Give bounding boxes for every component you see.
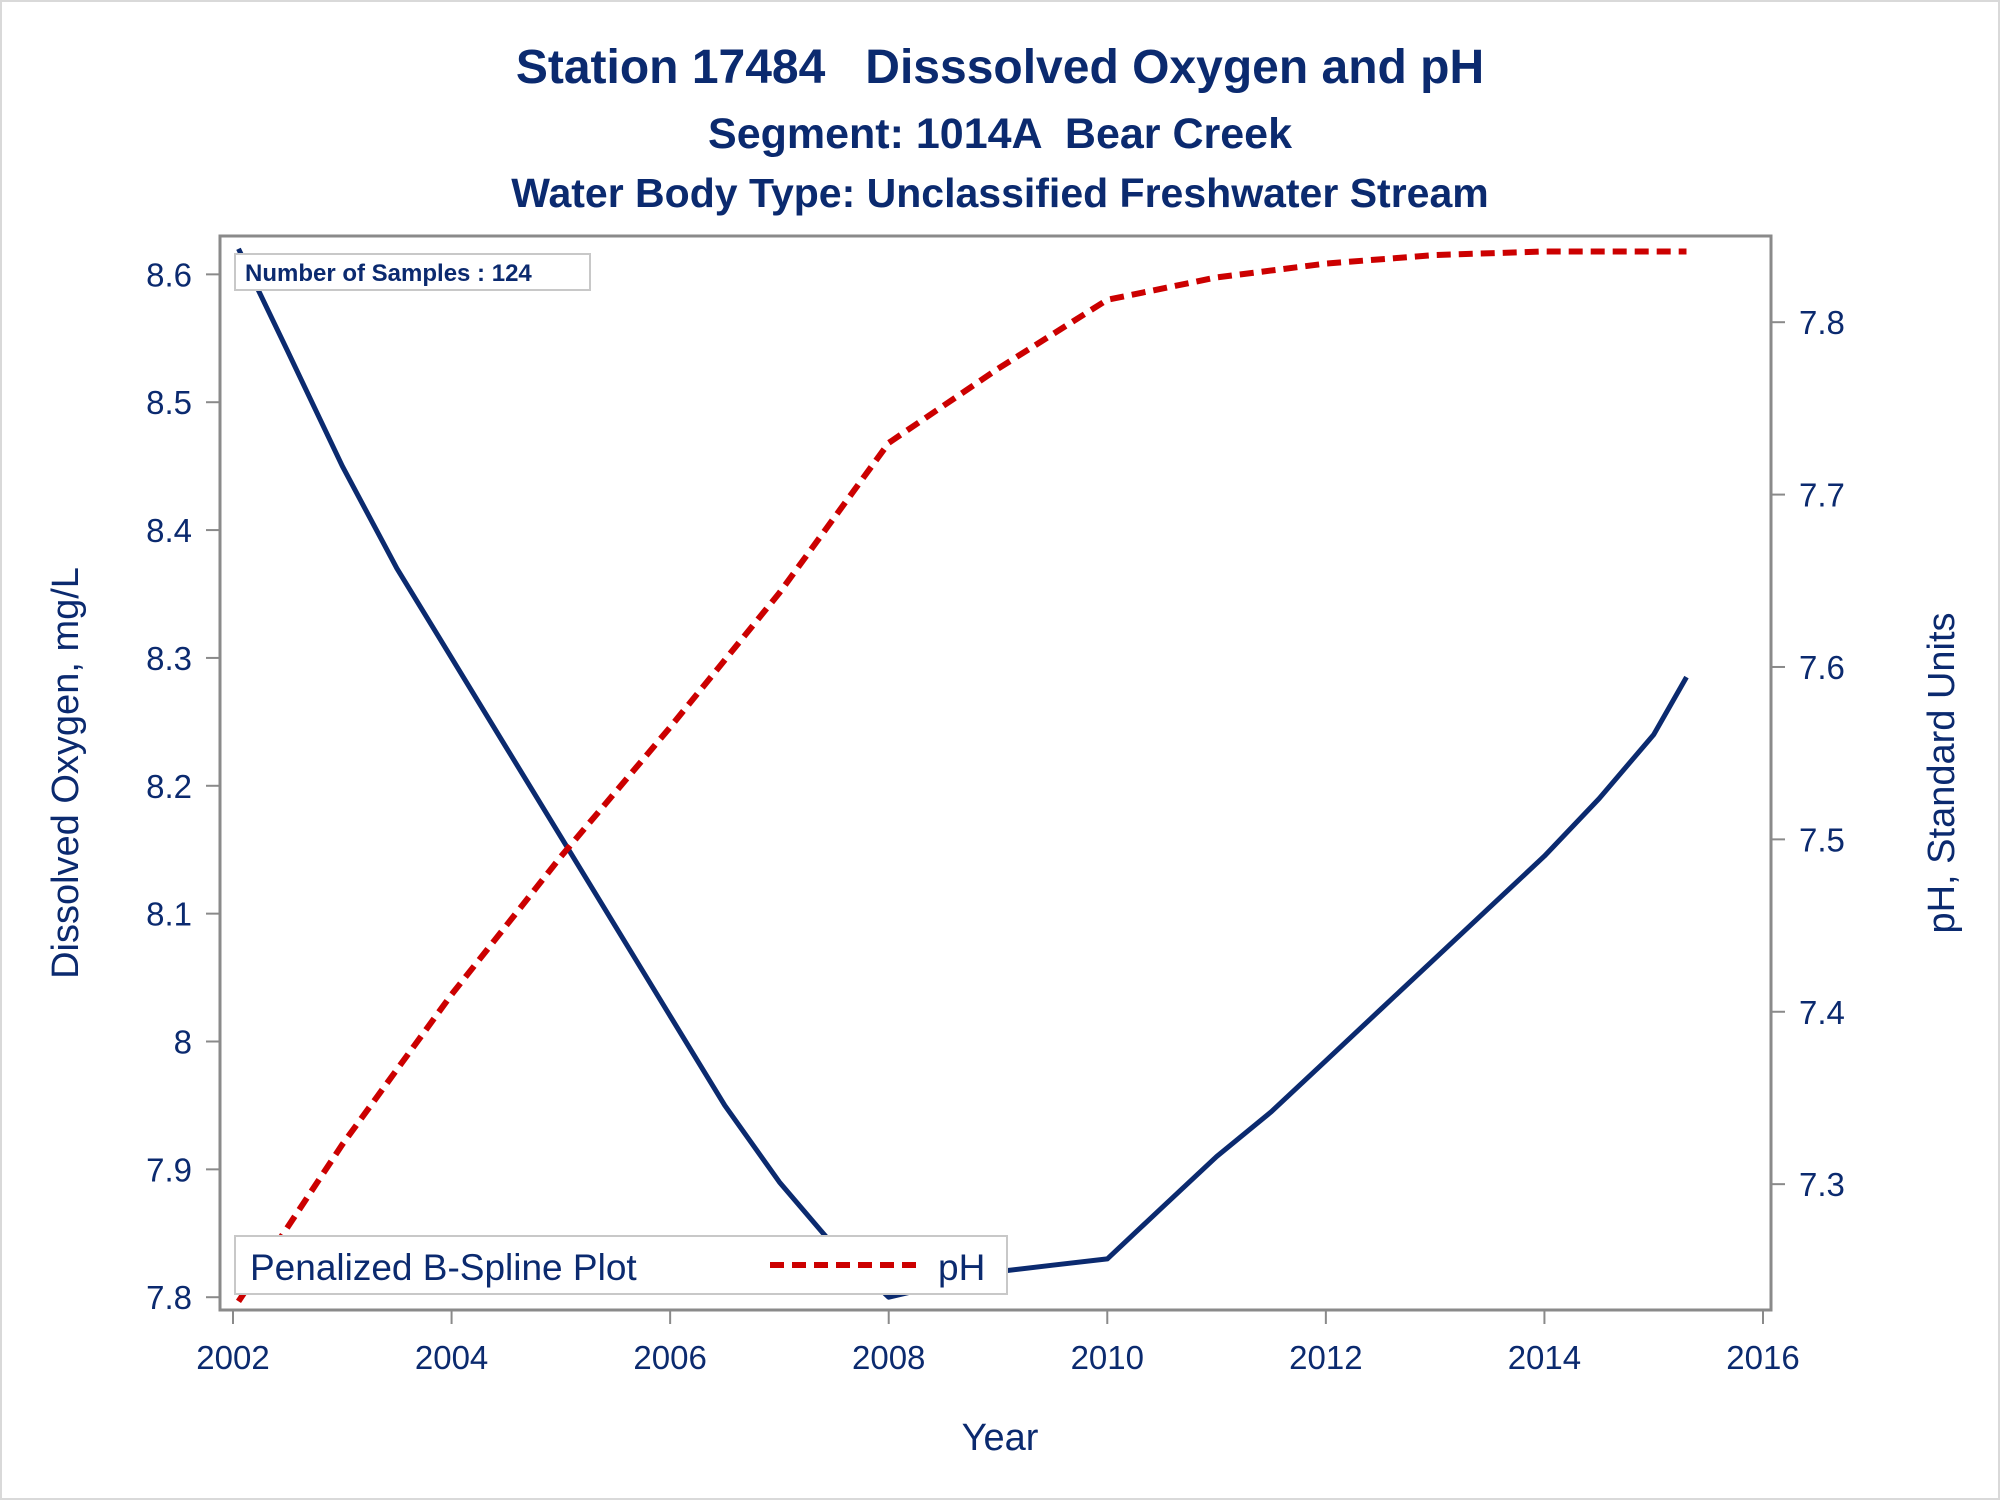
y-tick-label: 8.3	[146, 640, 192, 677]
y-tick-label: 8.2	[146, 768, 192, 805]
y2-tick-label: 7.3	[1799, 1166, 1845, 1203]
samples-count-text: Number of Samples : 124	[245, 260, 532, 287]
series-layer	[235, 247, 1689, 1304]
x-tick-label: 2006	[633, 1339, 706, 1376]
x-tick-label: 2002	[196, 1339, 269, 1376]
y-tick-label: 7.8	[146, 1279, 192, 1316]
x-tick-label: 2008	[852, 1339, 925, 1376]
y2-tick-label: 7.5	[1799, 821, 1845, 858]
chart-subtitle-segment: Segment: 1014A Bear Creek	[708, 110, 1292, 158]
x-axis-label: Year	[962, 1417, 1039, 1459]
legend-ph-label: pH	[938, 1247, 985, 1288]
chart-subtitle-waterbody: Water Body Type: Unclassified Freshwater…	[511, 170, 1488, 216]
x-tick-label: 2012	[1289, 1339, 1362, 1376]
y2-tick-label: 7.6	[1799, 649, 1845, 686]
dissolved-oxygen-series-line	[236, 247, 1689, 1300]
y-tick-label: 7.9	[146, 1151, 192, 1188]
y-axis-left-label: Dissolved Oxygen, mg/L	[45, 567, 87, 979]
x-tick-label: 2010	[1071, 1339, 1144, 1376]
y2-tick-label: 7.8	[1799, 304, 1845, 341]
y-tick-label: 8.1	[146, 896, 192, 933]
ph-series-line	[235, 248, 1687, 1304]
samples-inset-box	[234, 253, 591, 291]
x-tick-label: 2016	[1726, 1339, 1799, 1376]
y-axis-right-label: pH, Standard Units	[1921, 612, 1963, 933]
y-tick-label: 8.4	[146, 512, 192, 549]
y-tick-label: 8.6	[146, 256, 192, 293]
y-axis-left: 7.8 7.9 8 8.1 8.2 8.3 8.4 8.5 8.6	[146, 256, 220, 1316]
legend-title: Penalized B-Spline Plot	[250, 1247, 637, 1288]
y-axis-right: 7.3 7.4 7.5 7.6 7.7 7.8	[1771, 304, 1845, 1203]
chart-title: Station 17484 Disssolved Oxygen and pH	[516, 41, 1484, 94]
x-tick-label: 2004	[415, 1339, 488, 1376]
y-tick-label: 8.5	[146, 384, 192, 421]
y2-tick-label: 7.4	[1799, 994, 1845, 1031]
y-tick-label: 8	[174, 1024, 192, 1061]
legend-box	[234, 1235, 1008, 1295]
plot-area-border	[218, 234, 1773, 1312]
x-tick-label: 2014	[1508, 1339, 1581, 1376]
y2-tick-label: 7.7	[1799, 477, 1845, 514]
x-axis: 2002 2004 2006 2008 2010 2012 2014 2016	[196, 1310, 1800, 1376]
